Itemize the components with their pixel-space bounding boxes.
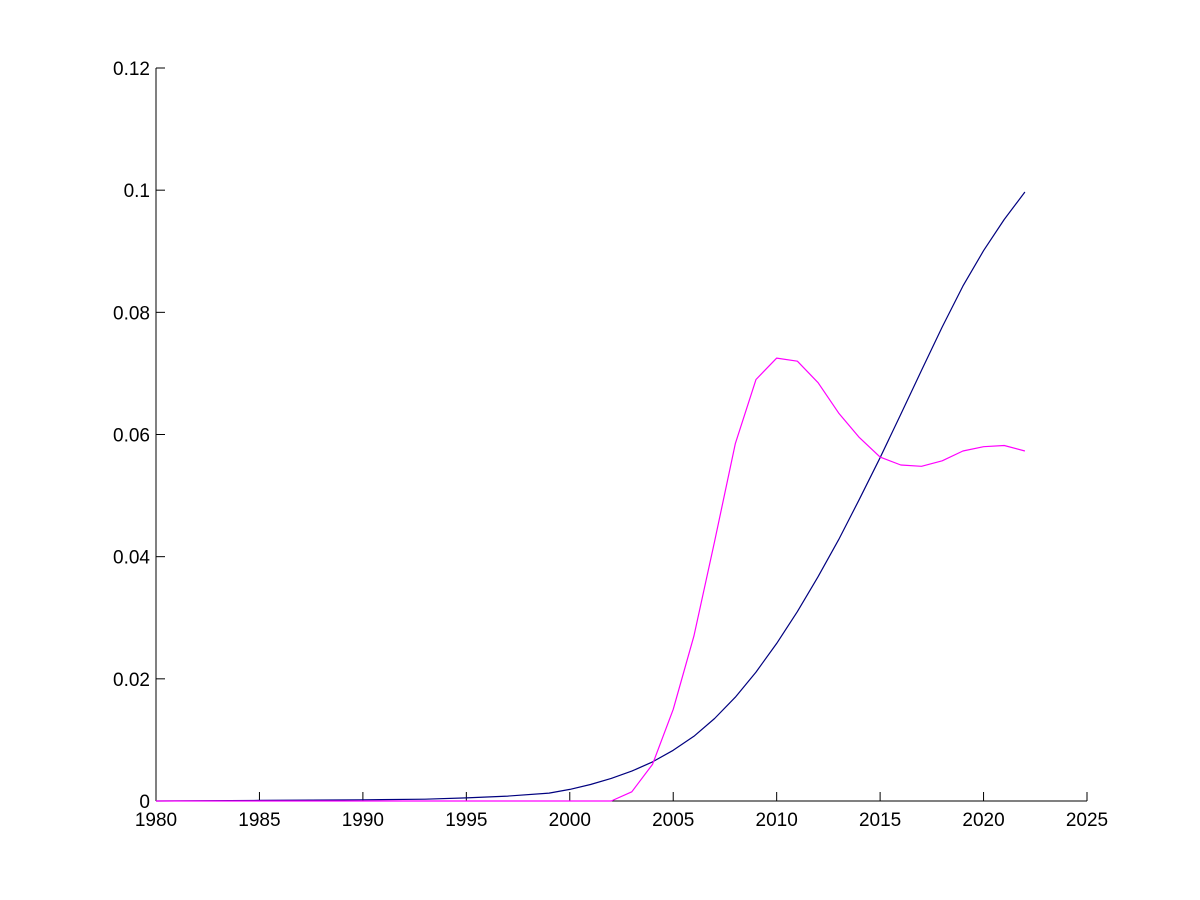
series-1-point [362,799,363,800]
series-1-point [983,250,984,251]
series-2-point [755,379,756,380]
series-1-point [569,789,570,790]
series-2-point [735,443,736,444]
series-2-point [880,457,881,458]
series-1-point [755,672,756,673]
series-2-point [983,446,984,447]
series-1-point [1024,191,1025,192]
y-tick-label: 0 [139,792,150,813]
series-2-point [1004,445,1005,446]
series-2-point [859,437,860,438]
x-tick-label: 1995 [445,810,487,831]
x-tick-label: 2005 [652,810,694,831]
series-2-point [900,464,901,465]
series-1-point [673,750,674,751]
series-1-point [1004,219,1005,220]
axes [155,67,1088,802]
x-tick-label: 2015 [859,810,901,831]
series-2-point [155,800,156,801]
series-1-point [859,499,860,500]
series-1-point [631,770,632,771]
series-1-point [714,718,715,719]
series-layer [155,191,1026,802]
series-2-point [652,764,653,765]
x-tick-label: 1985 [238,810,280,831]
series-2-point [921,466,922,467]
series-2-point [569,800,570,801]
series-1-point [424,799,425,800]
series-1-point [962,285,963,286]
x-tick-label: 1980 [135,810,177,831]
series-2-point [797,361,798,362]
series-2-point [838,413,839,414]
y-tick-label: 0.08 [113,303,150,324]
x-tick-label: 2025 [1066,810,1108,831]
series-2-point [259,800,260,801]
series-2-point [714,541,715,542]
series-2-point [962,450,963,451]
x-tick-label: 2020 [962,810,1004,831]
series-1-point [548,792,549,793]
series-1-point [611,778,612,779]
series-1-point [735,697,736,698]
series-1-point [797,611,798,612]
series-2-point [466,800,467,801]
series-2-point [362,800,363,801]
series-1-point [776,643,777,644]
series-2-point [942,460,943,461]
series-2-point [817,382,818,383]
series-1-point [900,414,901,415]
series-2-point [673,709,674,710]
series-1-point [942,326,943,327]
y-tick-label: 0.1 [124,181,150,202]
series-1-point [838,539,839,540]
series-line-2 [156,357,1026,802]
series-2-point [611,800,612,801]
series-1-point [590,784,591,785]
y-tick-label: 0.04 [113,548,150,569]
x-tick-label: 2010 [756,810,798,831]
series-1-point [817,576,818,577]
series-2-point [776,358,777,359]
y-tick-label: 0.06 [113,426,150,447]
series-1-point [507,796,508,797]
series-2-point [1024,450,1025,451]
y-tick-label: 0.12 [113,59,150,80]
tick-labels: 1980 1985 1990 1995 2000 2005 2010 2015 2020 2025… [113,59,1108,831]
x-tick-label: 2000 [549,810,591,831]
series-1-point [693,736,694,737]
y-tick-label: 0.02 [113,670,150,691]
series-2-point [631,791,632,792]
series-line-1 [155,191,1026,802]
series-2-point [693,635,694,636]
x-tick-label: 1990 [342,810,384,831]
series-1-point [921,370,922,371]
series-1-point [466,797,467,798]
